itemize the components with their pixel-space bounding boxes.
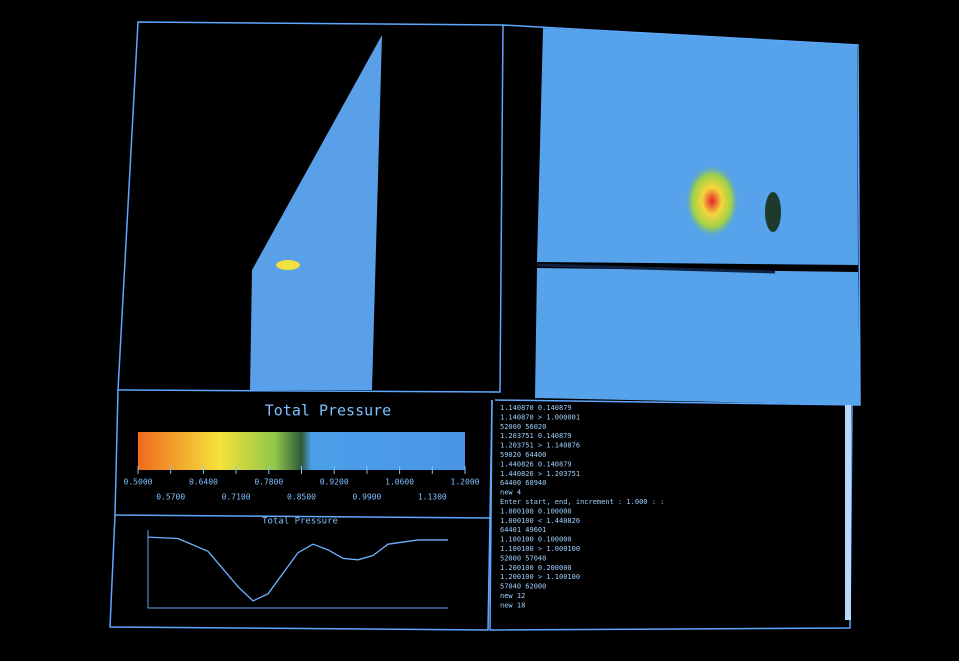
side-view — [535, 268, 860, 405]
console-line: 1.200100 > 1.100100 — [500, 573, 580, 581]
console-line: 64401 49601 — [500, 526, 546, 534]
console-line: new 18 — [500, 601, 525, 609]
console-line: 1.440826 > 1.203751 — [500, 470, 580, 478]
console-line: 1.100100 > 1.000100 — [500, 545, 580, 553]
frame — [109, 21, 861, 631]
colorbar-tick-label: 0.9200 — [320, 478, 349, 487]
console-line: 52000 56020 — [500, 423, 546, 431]
console-line: 52000 57040 — [500, 554, 546, 562]
console-line: 1.140870 0.140879 — [500, 404, 572, 412]
wing-view — [250, 35, 382, 390]
colorbar-tick-label: 1.0600 — [385, 478, 414, 487]
console-line: 1.200100 0.200000 — [500, 564, 572, 572]
colorbar — [138, 432, 465, 470]
console-line: 1.140870 > 1.000001 — [500, 413, 580, 421]
console-line: new 12 — [500, 592, 525, 600]
console-line: 1.203751 > 1.140876 — [500, 442, 580, 450]
colorbar-tick-label: 0.7800 — [254, 478, 283, 487]
console-line: Enter start, end, increment : 1.000 : : — [500, 498, 664, 506]
colorbar-tick-label: 1.2000 — [451, 478, 480, 487]
colorbar-tick-label: 0.6400 — [189, 478, 218, 487]
colorbar-tick-label: 0.7100 — [222, 493, 251, 502]
colorbar-tick-label: 0.5700 — [156, 493, 185, 502]
colorbar-tick-label: 0.8500 — [287, 493, 316, 502]
scrollbar[interactable] — [845, 405, 851, 620]
console-line: 1.100100 0.100000 — [500, 536, 572, 544]
colorbar-tick-label: 0.5000 — [124, 478, 153, 487]
shadow-spot — [765, 192, 781, 232]
plot-line — [147, 536, 448, 602]
console-line: 64400 60940 — [500, 479, 546, 487]
divider — [536, 263, 776, 274]
colorbar-tick-label: 1.1300 — [418, 493, 447, 502]
console-line: 1.000100 0.100000 — [500, 507, 572, 515]
colorbar-tick-label: 0.9900 — [352, 493, 381, 502]
console-line: 57040 62000 — [500, 583, 546, 591]
pressure-spot — [684, 163, 740, 239]
console-line: 1.440826 0.140879 — [500, 460, 572, 468]
console-line: 59020 64400 — [500, 451, 546, 459]
console-line: new 4 — [500, 489, 521, 497]
hot-spot — [276, 260, 300, 270]
colorbar-title: Total Pressure — [265, 402, 391, 420]
plot-axes — [147, 530, 448, 609]
plot-title: Total Pressure — [262, 517, 338, 527]
console-line: 1.000100 < 1.440826 — [500, 517, 580, 525]
console-line: 1.203751 0.140879 — [500, 432, 572, 440]
